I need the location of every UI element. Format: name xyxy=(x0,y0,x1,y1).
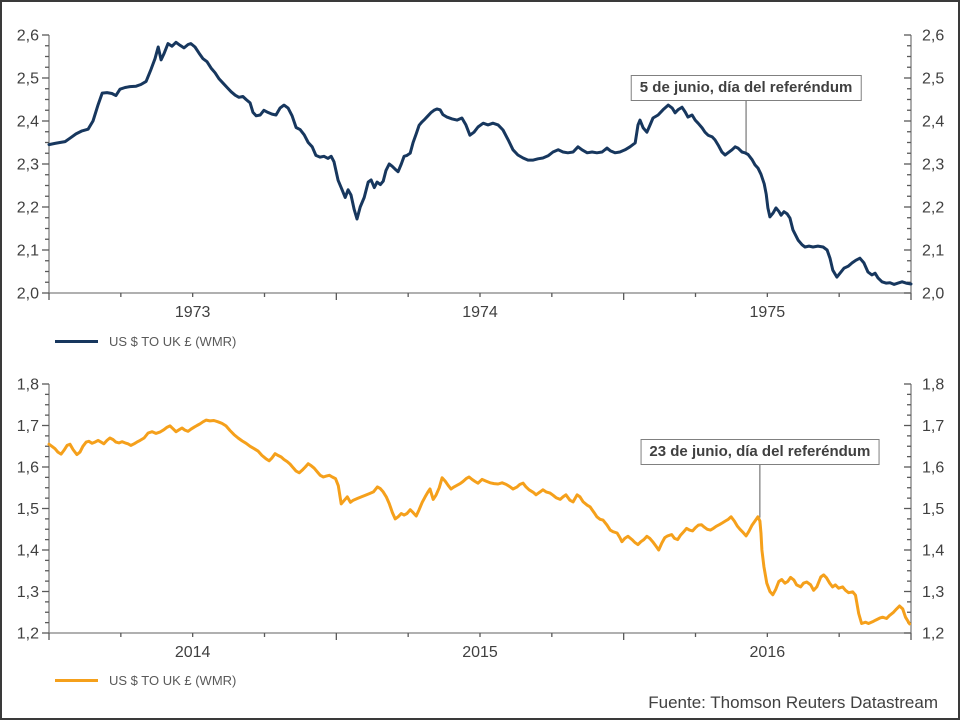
y-tick-label-right: 2,6 xyxy=(922,28,944,45)
y-tick-label-left: 2,4 xyxy=(17,114,39,131)
legend-label: US $ TO UK £ (WMR) xyxy=(109,333,237,349)
y-tick-label-left: 1,3 xyxy=(17,584,39,601)
annotation-1975-referendum: 5 de junio, día del referéndum xyxy=(630,74,862,101)
y-tick-label-right: 1,7 xyxy=(922,418,944,435)
legend-line-swatch-orange xyxy=(55,678,98,682)
x-tick-label: 2016 xyxy=(750,644,786,661)
y-tick-label-right: 1,5 xyxy=(922,501,944,518)
y-tick-label-right: 2,5 xyxy=(922,71,944,88)
y-tick-label-right: 1,4 xyxy=(922,543,944,560)
legend-top-chart: US $ TO UK £ (WMR) xyxy=(55,333,236,349)
series-line xyxy=(47,40,913,286)
y-tick-label-left: 2,5 xyxy=(17,71,39,88)
y-tick-label-right: 2,0 xyxy=(922,286,944,303)
y-tick-label-left: 2,3 xyxy=(17,157,39,174)
source-note: Fuente: Thomson Reuters Datastream xyxy=(648,693,938,712)
x-tick-label: 1974 xyxy=(462,304,498,321)
y-tick-label-left: 2,2 xyxy=(17,200,39,217)
y-tick-label-left: 1,2 xyxy=(17,626,39,643)
x-tick-label: 2014 xyxy=(175,644,211,661)
y-tick-label-right: 1,8 xyxy=(922,377,944,394)
y-tick-label-left: 2,1 xyxy=(17,243,39,260)
legend-line-swatch-navy xyxy=(55,339,98,343)
y-tick-label-right: 2,4 xyxy=(922,114,944,131)
y-tick-label-left: 2,6 xyxy=(17,28,39,45)
y-tick-label-left: 1,7 xyxy=(17,418,39,435)
x-tick-label: 1973 xyxy=(175,304,211,321)
x-tick-label: 1975 xyxy=(750,304,786,321)
y-tick-label-left: 1,4 xyxy=(17,543,39,560)
y-tick-label-right: 1,6 xyxy=(922,460,944,477)
y-tick-label-right: 2,3 xyxy=(922,157,944,174)
y-tick-label-left: 1,5 xyxy=(17,501,39,518)
annotation-2016-referendum: 23 de junio, día del referéndum xyxy=(640,438,880,465)
legend-label: US $ TO UK £ (WMR) xyxy=(109,672,237,688)
x-tick-label: 2015 xyxy=(462,644,498,661)
y-tick-label-left: 1,8 xyxy=(17,377,39,394)
y-tick-label-right: 2,2 xyxy=(922,200,944,217)
y-tick-label-left: 2,0 xyxy=(17,286,39,303)
y-tick-label-left: 1,6 xyxy=(17,460,39,477)
y-tick-label-right: 1,3 xyxy=(922,584,944,601)
y-tick-label-right: 1,2 xyxy=(922,626,944,643)
series-line xyxy=(47,418,912,626)
legend-bottom-chart: US $ TO UK £ (WMR) xyxy=(55,672,236,688)
y-tick-label-right: 2,1 xyxy=(922,243,944,260)
